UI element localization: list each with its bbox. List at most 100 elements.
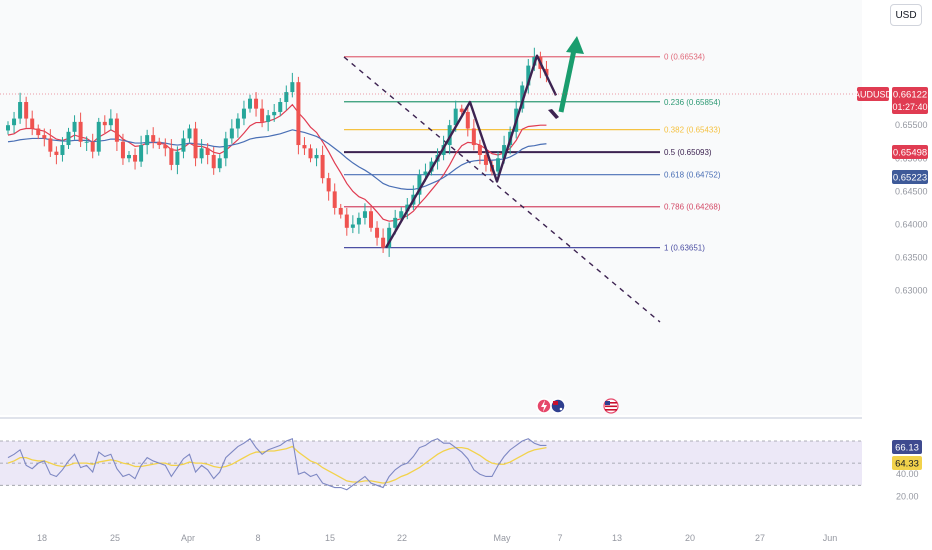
- fib-label: 1 (0.63651): [664, 244, 705, 253]
- candle: [266, 109, 271, 132]
- candle: [60, 137, 65, 162]
- candles: [6, 47, 549, 257]
- candle: [278, 98, 283, 116]
- fib-level[interactable]: 0.382 (0.65433): [344, 126, 721, 135]
- candle: [36, 124, 41, 140]
- candle: [145, 129, 150, 155]
- candle: [417, 169, 422, 204]
- fib-level[interactable]: 0.618 (0.64752): [344, 171, 721, 180]
- fib-level[interactable]: 1 (0.63651): [344, 244, 705, 253]
- time-tick-label: 15: [325, 533, 335, 543]
- us-flag-icon[interactable]: [603, 398, 619, 414]
- rsi-value-tag: 66.13: [892, 440, 922, 454]
- currency-button[interactable]: USD: [890, 4, 922, 26]
- axes: 0.655000.650000.645000.640000.635000.630…: [37, 120, 928, 543]
- time-tick-label: Apr: [181, 533, 195, 543]
- symbol-tag: AUDUSD: [854, 87, 892, 101]
- candle: [471, 119, 476, 151]
- price-tick-label: 0.63500: [895, 253, 928, 263]
- candle: [235, 113, 240, 138]
- candle: [133, 148, 138, 170]
- ma-fast-label: 0.65498: [893, 148, 927, 159]
- candle: [272, 104, 277, 122]
- candle: [139, 135, 144, 167]
- candle: [12, 111, 17, 134]
- rsi-tick-label: 20.00: [896, 491, 919, 501]
- candle: [66, 127, 71, 150]
- rsi-tick-label: 40.00: [896, 469, 919, 479]
- candle: [314, 148, 319, 167]
- candle: [260, 99, 265, 128]
- fib-level[interactable]: 0 (0.66534): [344, 53, 705, 62]
- time-tick-label: 13: [612, 533, 622, 543]
- candle: [320, 145, 325, 184]
- candle: [30, 110, 35, 136]
- candle: [248, 94, 252, 113]
- time-tick-label: 8: [255, 533, 260, 543]
- candle: [284, 85, 289, 110]
- zigzag-line[interactable]: [384, 54, 558, 249]
- price-tick-label: 0.63000: [895, 286, 928, 296]
- target-arrow-shaft[interactable]: [558, 49, 577, 113]
- candle: [302, 137, 307, 155]
- candle: [90, 133, 95, 159]
- candle: [356, 212, 361, 234]
- candle: [229, 119, 234, 144]
- trend-lines[interactable]: [343, 56, 661, 323]
- candle: [387, 222, 392, 257]
- fib-level[interactable]: 0.786 (0.64268): [344, 203, 721, 212]
- candle: [72, 115, 77, 140]
- fib-level[interactable]: 0.236 (0.65854): [344, 98, 721, 107]
- candle: [254, 92, 259, 117]
- fib-level[interactable]: 0.5 (0.65093): [344, 148, 712, 157]
- candle: [199, 139, 204, 164]
- fib-label: 0.236 (0.65854): [664, 98, 721, 107]
- candle: [78, 112, 83, 148]
- candle: [187, 124, 192, 143]
- candle: [181, 130, 186, 159]
- price-tick-label: 0.65500: [895, 120, 928, 130]
- candle: [296, 76, 301, 155]
- candle: [108, 109, 113, 131]
- australia-flag-icon[interactable]: [550, 398, 566, 414]
- candle: [381, 228, 386, 253]
- candle: [24, 96, 29, 128]
- rsi-band: [0, 441, 862, 486]
- candle: [362, 203, 367, 225]
- candle: [326, 172, 331, 201]
- countdown-label: 01:27:40: [892, 102, 927, 112]
- candle: [369, 207, 373, 232]
- candle: [102, 115, 107, 134]
- price-now-label: 0.66122: [893, 90, 927, 101]
- fib-label: 0.786 (0.64268): [664, 203, 721, 212]
- rsi-line: [7, 438, 547, 491]
- candle: [42, 128, 47, 147]
- rsi-signal-tag: 64.33: [892, 456, 922, 470]
- fib-label: 0.382 (0.65433): [664, 126, 721, 135]
- candle: [332, 183, 337, 215]
- dashed-trendline[interactable]: [343, 56, 661, 323]
- rsi-value-label: 66.13: [895, 443, 919, 454]
- target-arrow-head[interactable]: [566, 36, 584, 54]
- zigzag-arrowhead: [548, 109, 559, 119]
- candle: [375, 221, 380, 246]
- candle: [48, 129, 53, 157]
- candle: [350, 215, 355, 234]
- candle: [84, 136, 89, 152]
- time-tick-label: 7: [557, 533, 562, 543]
- time-tick-label: 27: [755, 533, 765, 543]
- zigzag-pattern[interactable]: [384, 36, 584, 249]
- candle: [477, 139, 482, 165]
- candle: [151, 127, 156, 149]
- fibonacci-retracement[interactable]: 0 (0.66534) 0.236 (0.65854) 0.382 (0.65433…: [344, 53, 721, 253]
- time-tick-label: 25: [110, 533, 120, 543]
- price-tick-label: 0.64500: [895, 186, 928, 196]
- fib-label: 0.5 (0.65093): [664, 148, 712, 157]
- candle: [308, 144, 313, 163]
- flash-icon[interactable]: [536, 398, 552, 414]
- candle: [205, 143, 210, 165]
- ma-fast-tag: 0.65498: [892, 145, 928, 159]
- rsi-panel: [0, 438, 862, 491]
- candle: [169, 139, 174, 171]
